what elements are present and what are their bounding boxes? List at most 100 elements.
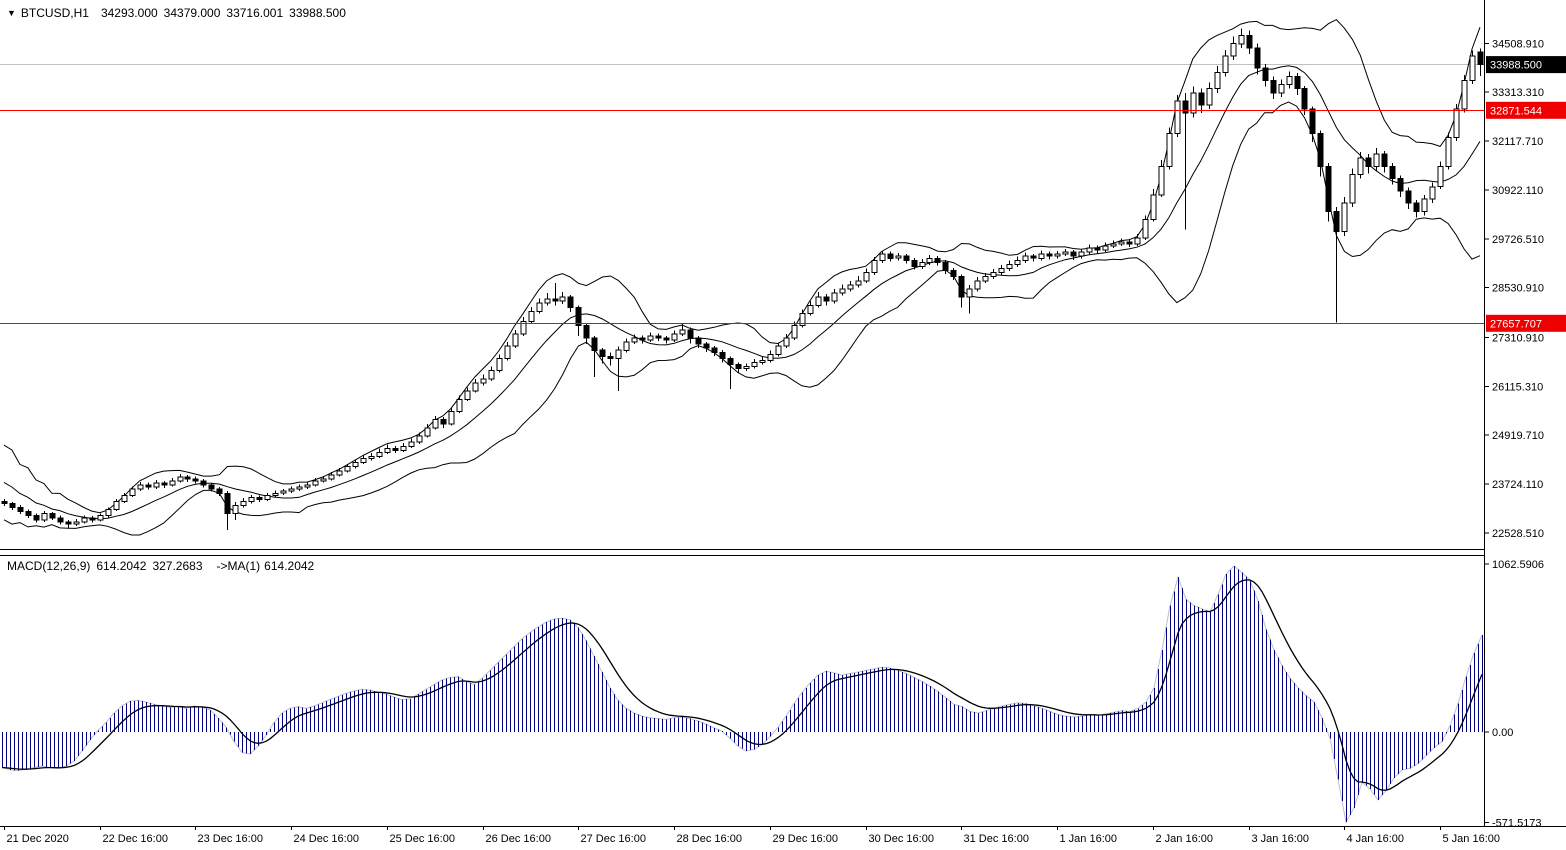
bull-candle-body <box>73 521 80 525</box>
bear-candle-body <box>33 515 40 521</box>
bull-candle-body <box>336 470 343 476</box>
bar-low-value: 33716.001 <box>226 6 284 20</box>
bear-candle-body <box>1070 251 1077 257</box>
bear-candle-body <box>57 517 64 523</box>
price-axis-label: 27310.910 <box>1492 333 1544 345</box>
time-axis-label: 29 Dec 16:00 <box>773 833 838 845</box>
bull-candle-body <box>1445 137 1452 167</box>
time-axis-label: 27 Dec 16:00 <box>581 833 646 845</box>
bear-candle-body <box>1317 133 1324 167</box>
symbol-label: BTCUSD,H1 <box>20 6 89 20</box>
bear-candle-body <box>224 492 231 515</box>
bull-candle-body <box>1134 237 1141 245</box>
bear-candle-body <box>599 349 606 357</box>
price-badge-label: 33988.500 <box>1490 60 1542 72</box>
time-axis-label: 22 Dec 16:00 <box>103 833 168 845</box>
bear-candle-body <box>49 513 56 519</box>
bear-candle-body <box>942 261 949 272</box>
bull-candle-body <box>1142 219 1149 239</box>
bear-candle-body <box>567 296 574 308</box>
bull-candle-body <box>384 447 391 453</box>
bear-candle-body <box>703 343 710 349</box>
bear-candle-body <box>192 478 199 482</box>
time-axis-label: 28 Dec 16:00 <box>677 833 742 845</box>
bear-candle-body <box>1333 210 1340 233</box>
bear-candle-body <box>887 253 894 259</box>
time-axis-label: 4 Jan 16:00 <box>1347 833 1405 845</box>
bull-candle-body <box>1429 186 1436 200</box>
bear-candle-body <box>1270 80 1277 94</box>
bear-candle-body <box>145 484 152 488</box>
price-axis-scale-area[interactable] <box>1484 0 1566 826</box>
bear-candle-body <box>552 298 559 302</box>
bull-candle-body <box>153 482 160 488</box>
bull-candle-body <box>344 466 351 472</box>
bull-candle-body <box>1341 202 1348 233</box>
bear-candle-body <box>65 521 72 525</box>
bull-candle-body <box>544 298 551 304</box>
bull-candle-body <box>1230 43 1237 57</box>
time-axis-label: 26 Dec 16:00 <box>486 833 551 845</box>
bull-candle-body <box>631 337 638 343</box>
bull-candle-body <box>376 451 383 457</box>
time-axis-label: 23 Dec 16:00 <box>198 833 263 845</box>
bull-candle-body <box>416 435 423 443</box>
bull-candle-body <box>815 296 822 306</box>
bull-candle-body <box>137 484 144 490</box>
bear-candle-body <box>200 480 207 486</box>
bull-candle-body <box>97 515 104 521</box>
bear-candle-body <box>1405 190 1412 204</box>
bull-candle-body <box>926 257 933 263</box>
bull-candle-body <box>847 284 854 290</box>
bull-candle-body <box>105 509 112 517</box>
price-badge-label: 27657.707 <box>1490 318 1542 330</box>
time-axis-scale-area[interactable] <box>0 826 1566 850</box>
price-pane[interactable] <box>0 18 1484 536</box>
bull-candle-body <box>169 480 176 486</box>
macd-pane[interactable] <box>1 565 1483 824</box>
bull-candle-body <box>129 488 136 496</box>
bull-candle-body <box>480 378 487 384</box>
ohlc-info-bar: ▼ BTCUSD,H1 34293.000 34379.000 33716.001 339… <box>7 6 352 20</box>
price-axis-label: 24919.710 <box>1492 430 1544 442</box>
bear-candle-body <box>695 337 702 345</box>
price-axis-label: 23724.110 <box>1492 479 1543 491</box>
bear-candle-body <box>17 507 24 513</box>
time-axis-label: 2 Jan 16:00 <box>1156 833 1214 845</box>
bear-candle-body <box>934 257 941 263</box>
bull-candle-body <box>751 362 758 368</box>
bull-candle-body <box>81 517 88 523</box>
bull-candle-body <box>1357 157 1364 175</box>
bull-candle-body <box>759 359 766 363</box>
macd-overlay-value: 614.2042 <box>264 559 315 573</box>
candles <box>1 28 1484 530</box>
bull-candle-body <box>1222 55 1229 73</box>
time-axis-label: 5 Jan 16:00 <box>1443 833 1501 845</box>
bar-high-value: 34379.000 <box>163 6 221 20</box>
macd-histogram <box>2 566 1483 823</box>
bull-candle-body <box>1118 241 1125 245</box>
bear-candle-body <box>89 517 96 521</box>
bull-candle-body <box>240 500 247 506</box>
bear-candle-body <box>607 355 614 359</box>
bull-candle-body <box>919 261 926 267</box>
bear-candle-body <box>1182 100 1189 114</box>
bull-candle-body <box>320 478 327 482</box>
bull-candle-body <box>328 474 335 480</box>
bull-candle-body <box>966 288 973 298</box>
bull-candle-body <box>121 494 128 502</box>
bear-candle-body <box>161 482 168 486</box>
bull-candle-body <box>974 280 981 290</box>
bull-candle-body <box>1190 92 1197 114</box>
bear-candle-body <box>639 337 646 341</box>
macd-indicator-label: MACD(12,26,9) <box>7 559 91 573</box>
bull-candle-body <box>767 353 774 361</box>
bear-candle-body <box>440 419 447 425</box>
bull-candle-body <box>464 390 471 400</box>
bear-candle-body <box>583 325 590 339</box>
bear-candle-body <box>1365 157 1372 167</box>
bull-candle-body <box>272 492 279 496</box>
bull-candle-body <box>536 302 543 312</box>
bear-candle-body <box>719 351 726 359</box>
